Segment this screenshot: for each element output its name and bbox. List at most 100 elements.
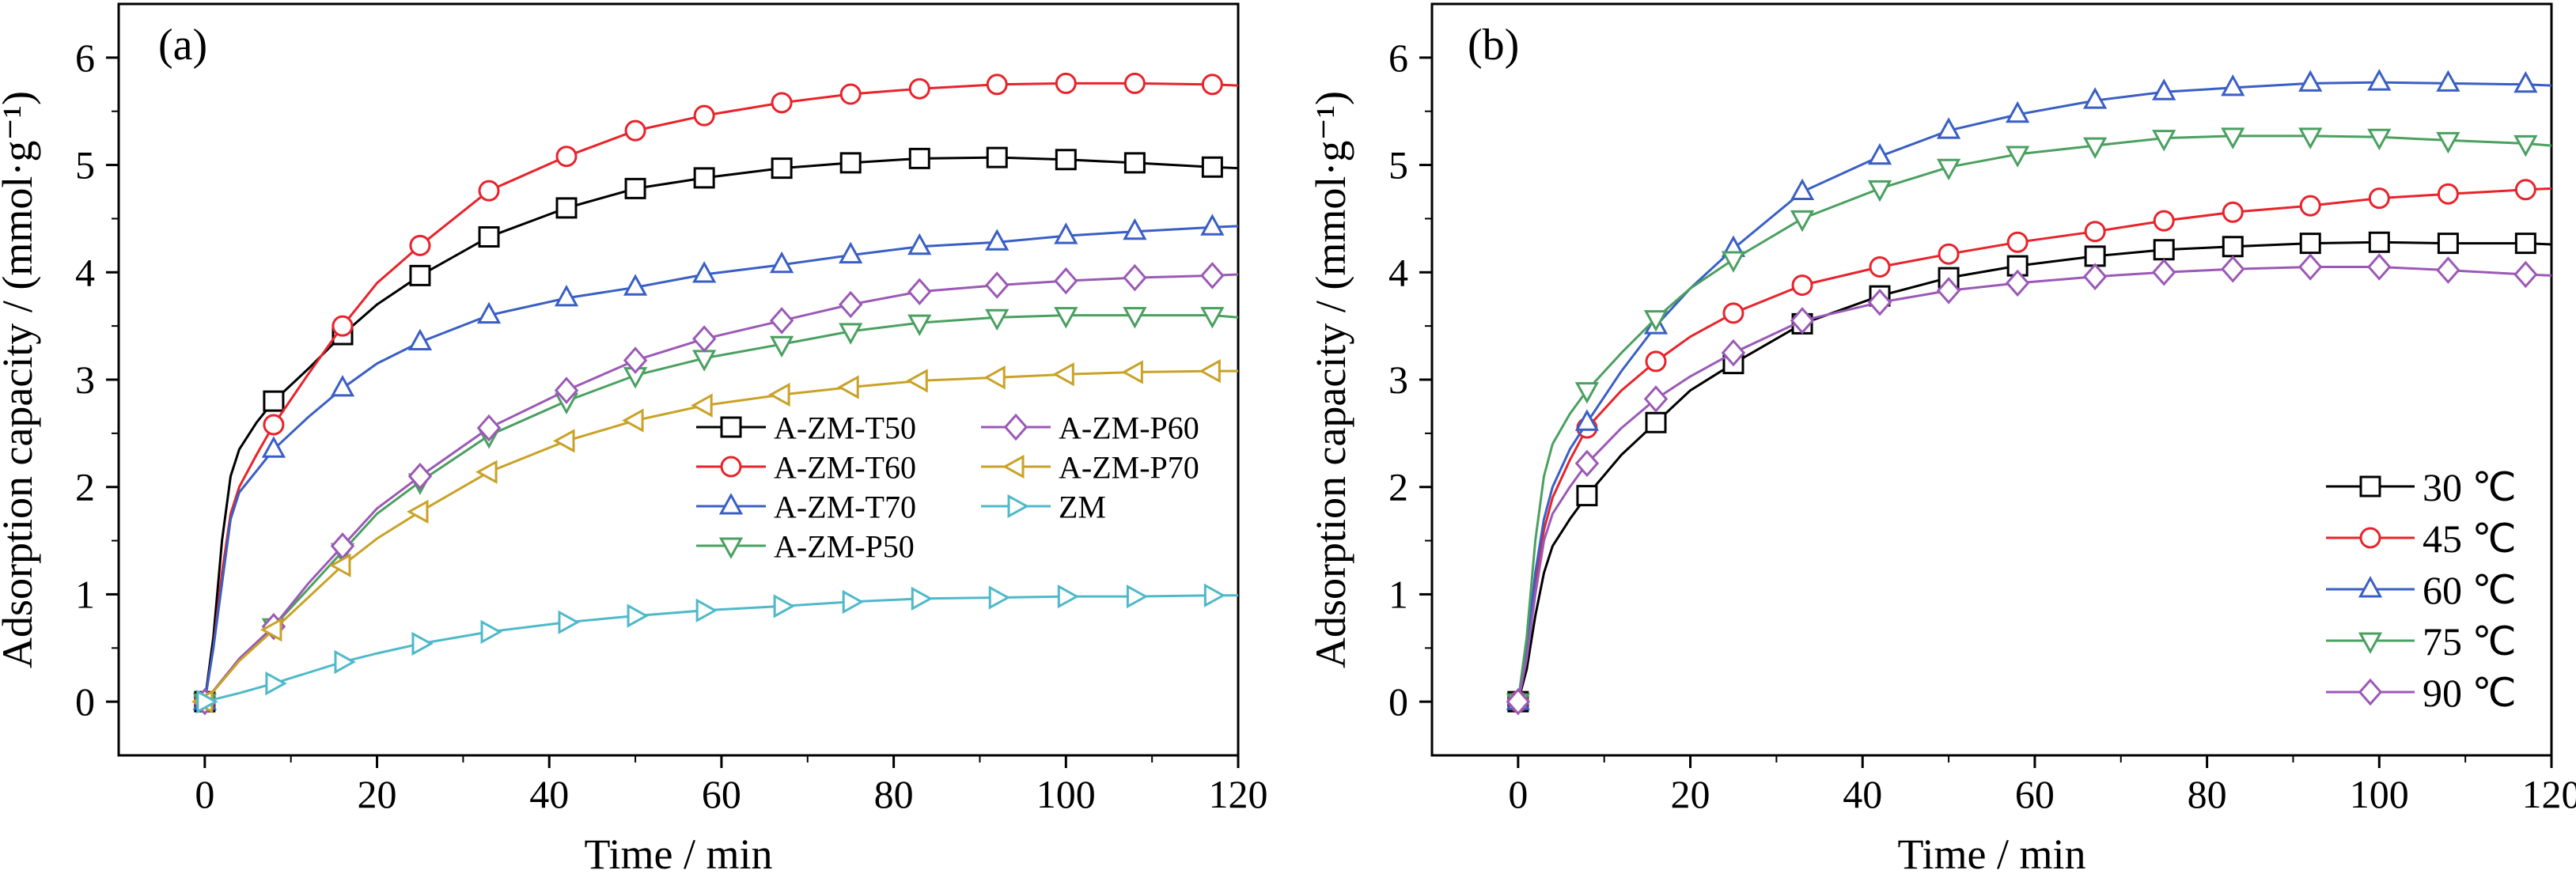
data-point: [2368, 187, 2390, 210]
data-point: [842, 589, 865, 615]
legend-marker: [2359, 527, 2381, 549]
data-point: [768, 382, 790, 407]
data-point: [409, 264, 431, 286]
data-point: [2082, 263, 2108, 290]
legend-label: A-ZM-P70: [1059, 449, 1199, 485]
legend-marker: [1002, 454, 1025, 479]
data-point: [985, 229, 1010, 251]
data-point: [1790, 307, 1815, 335]
series-line: [1517, 240, 2551, 702]
data-point: [2514, 179, 2536, 201]
data-point: [1123, 263, 1147, 292]
x-axis-title: Time / min: [584, 830, 772, 874]
data-point: [1200, 262, 1225, 289]
data-point: [555, 197, 578, 219]
series-a-zm-p70: [191, 359, 1238, 714]
data-point: [1123, 218, 1147, 240]
y-axis-title: Adsorption capacity / (mmol·g⁻¹): [1307, 91, 1354, 668]
data-point: [771, 157, 793, 180]
data-point: [1054, 222, 1078, 244]
data-point: [1867, 142, 1892, 165]
y-tick-label: 3: [75, 358, 95, 402]
data-point: [771, 92, 793, 114]
legend-label: A-ZM-T60: [774, 449, 916, 485]
x-tick-label: 80: [2188, 772, 2227, 816]
data-point: [1936, 117, 1961, 139]
data-point: [1201, 156, 1223, 178]
data-point: [1576, 485, 1598, 507]
data-point: [478, 180, 500, 202]
data-point: [2367, 69, 2392, 91]
x-tick-label: 20: [1671, 772, 1710, 816]
x-tick-label: 40: [1843, 772, 1882, 816]
data-point: [329, 553, 351, 577]
data-point: [1938, 243, 1960, 265]
y-tick-label: 3: [1388, 358, 1408, 402]
data-point: [906, 369, 928, 393]
data-point: [330, 532, 355, 560]
data-point: [839, 241, 863, 264]
data-point: [908, 78, 930, 100]
data-point: [985, 271, 1010, 299]
data-point: [2298, 253, 2323, 281]
data-point: [411, 631, 434, 656]
panel-label: (a): [158, 21, 207, 70]
data-point: [986, 74, 1008, 96]
data-point: [2006, 100, 2030, 123]
data-point: [407, 499, 429, 524]
legend-item: 45 ℃: [2326, 516, 2517, 561]
data-point: [1199, 359, 1221, 384]
data-point: [476, 301, 502, 324]
data-point: [478, 226, 500, 248]
plot-frame: [1430, 2, 2553, 757]
legend-label: A-ZM-T70: [774, 489, 916, 524]
data-point: [2084, 245, 2106, 267]
data-point: [2082, 137, 2108, 160]
legend-item: 90 ℃: [2326, 671, 2517, 715]
data-point: [475, 460, 498, 484]
data-point: [985, 308, 1010, 331]
data-point: [769, 335, 794, 358]
legend-label: 45 ℃: [2423, 516, 2517, 561]
x-tick-label: 0: [195, 772, 214, 816]
x-tick-label: 60: [2015, 772, 2055, 816]
data-point: [2152, 78, 2176, 100]
data-point: [691, 393, 713, 418]
data-point: [1867, 289, 1892, 316]
data-point: [1121, 360, 1143, 384]
data-point: [1643, 310, 1669, 332]
y-tick-label: 5: [75, 143, 95, 187]
legend-marker: [720, 456, 742, 478]
legend-marker: [2358, 632, 2383, 654]
data-point: [2367, 128, 2392, 151]
data-point: [1052, 362, 1074, 387]
data-point: [409, 234, 431, 256]
legend-label: 90 ℃: [2423, 671, 2517, 715]
data-point: [2222, 236, 2244, 258]
data-point: [2153, 210, 2175, 232]
data-point: [2221, 127, 2245, 149]
legend-item: 75 ℃: [2326, 619, 2517, 664]
data-point: [1721, 251, 1746, 273]
y-tick-label: 0: [1388, 679, 1408, 724]
data-point: [837, 375, 859, 399]
data-point: [2005, 269, 2030, 297]
data-point: [1054, 307, 1078, 329]
data-point: [407, 462, 433, 490]
data-point: [554, 284, 579, 307]
data-point: [1721, 339, 1746, 367]
data-point: [1790, 210, 1815, 233]
legend-item: A-ZM-T50: [696, 410, 916, 445]
data-point: [1201, 74, 1223, 96]
data-point: [2151, 259, 2176, 286]
data-point: [2006, 146, 2030, 168]
series-line: [203, 273, 1238, 703]
data-point: [1055, 149, 1077, 171]
data-point: [769, 251, 794, 274]
legend-item: A-ZM-P60: [981, 410, 1199, 445]
x-tick-label: 120: [2522, 772, 2576, 816]
legend-marker: [2358, 576, 2383, 598]
legend-item: ZM: [981, 489, 1106, 524]
legend-marker: [720, 416, 742, 438]
data-point: [260, 618, 282, 642]
